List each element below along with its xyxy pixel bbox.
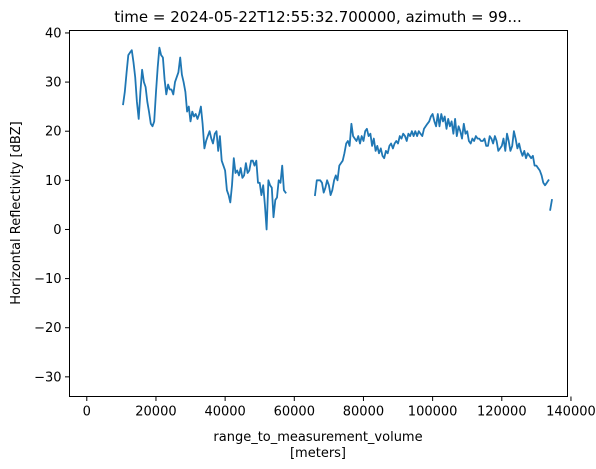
chart-title: time = 2024-05-22T12:55:32.700000, azimu… bbox=[114, 8, 522, 26]
series-line-segment bbox=[122, 46, 287, 231]
y-axis-ticks: −30 −20 −10 0 10 20 30 40 bbox=[34, 26, 70, 385]
x-tick-label: 120000 bbox=[477, 405, 527, 420]
series-line-segment bbox=[549, 198, 553, 211]
x-tick-label: 140000 bbox=[546, 405, 596, 420]
y-axis-label: Horizontal Reflectivity [dBZ] bbox=[9, 121, 24, 304]
x-tick-label: 20000 bbox=[135, 405, 176, 420]
series-line-segment bbox=[313, 113, 550, 197]
x-tick-label: 80000 bbox=[343, 405, 384, 420]
x-tick-label: 0 bbox=[83, 405, 91, 420]
series-layer bbox=[122, 46, 553, 231]
x-axis-label: range_to_measurement_volume bbox=[213, 430, 422, 445]
y-tick-label: −20 bbox=[34, 321, 61, 336]
x-axis-ticks: 0 20000 40000 60000 80000 100000 120000 140000 bbox=[83, 396, 596, 420]
x-tick-label: 40000 bbox=[204, 405, 245, 420]
axes-frame bbox=[69, 30, 568, 397]
x-tick-label: 100000 bbox=[408, 405, 458, 420]
y-tick-label: 40 bbox=[45, 26, 62, 41]
y-tick-label: −30 bbox=[34, 370, 61, 385]
y-tick-label: 20 bbox=[45, 125, 62, 140]
x-axis-unit-label: [meters] bbox=[290, 446, 346, 461]
plot-area bbox=[69, 30, 568, 397]
y-tick-label: 0 bbox=[53, 223, 61, 238]
y-tick-label: 10 bbox=[45, 174, 62, 189]
y-tick-label: −10 bbox=[34, 272, 61, 287]
y-tick-label: 30 bbox=[45, 76, 62, 91]
x-tick-label: 60000 bbox=[274, 405, 315, 420]
